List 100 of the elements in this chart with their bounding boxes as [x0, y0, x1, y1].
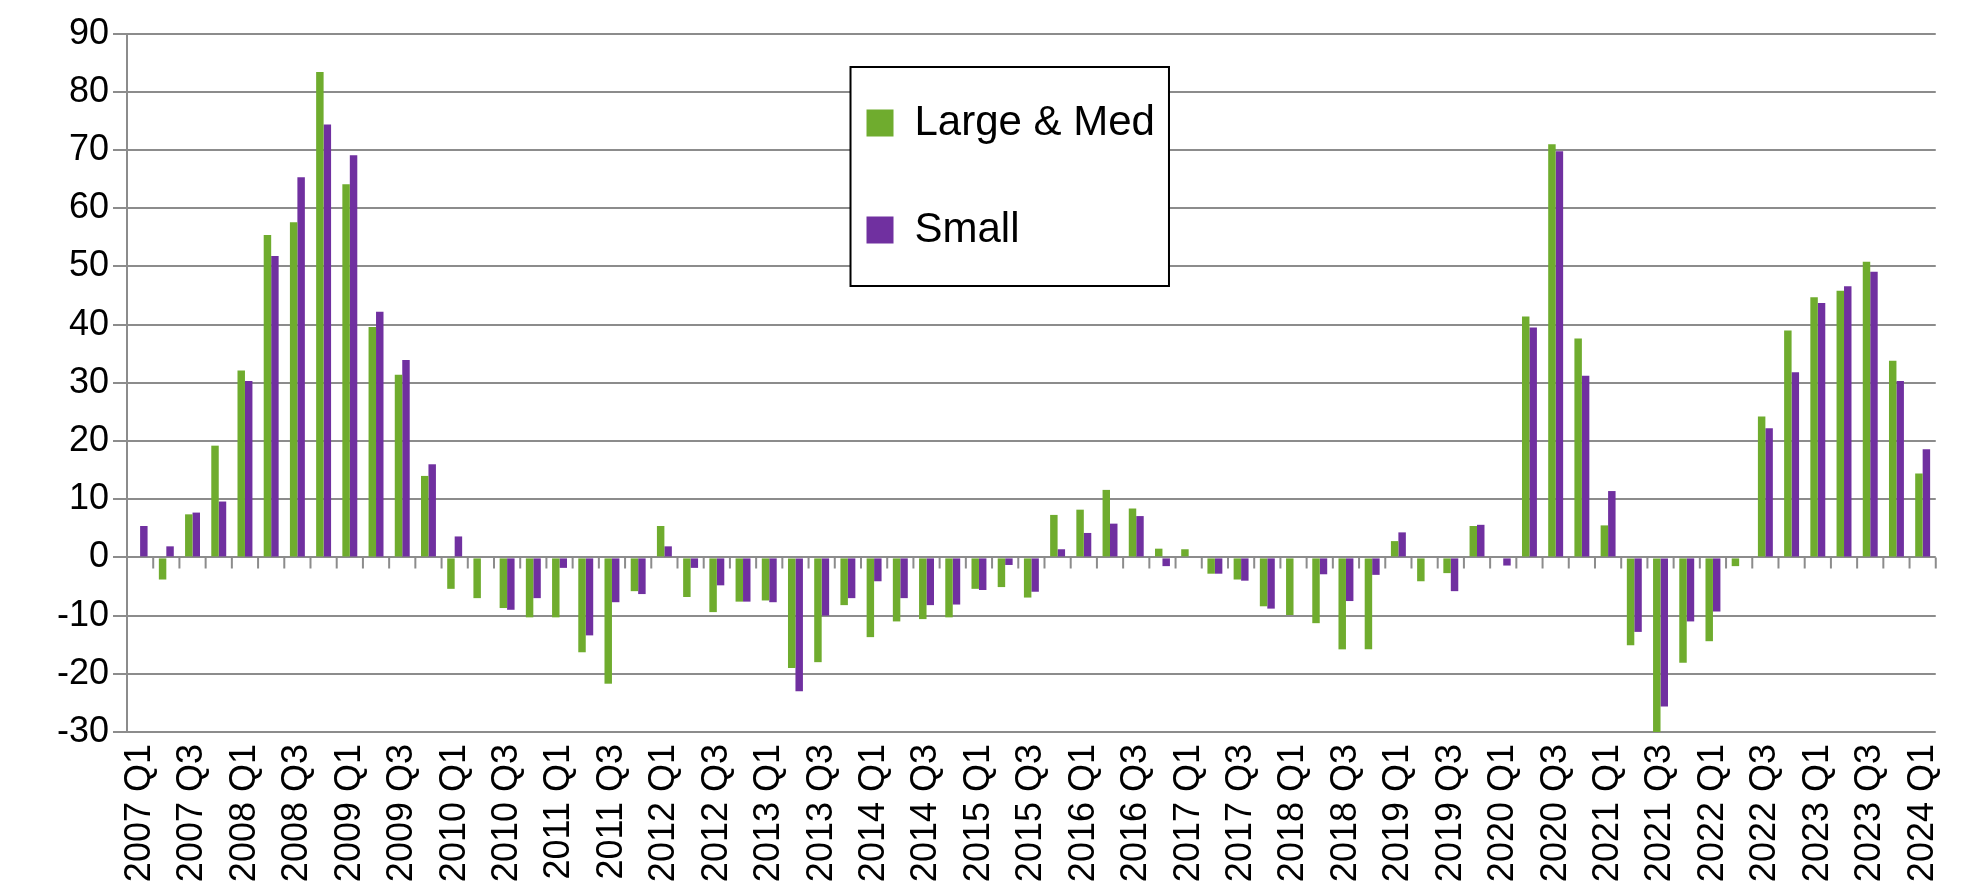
- x-tick-label: 2007 Q1: [117, 744, 159, 883]
- bar: [578, 558, 586, 653]
- bar: [709, 558, 717, 613]
- bar: [630, 558, 639, 592]
- bar: [1450, 558, 1459, 592]
- x-tick-label: 2011 Q1: [536, 744, 578, 880]
- bar: [1312, 558, 1320, 624]
- bar: [1417, 558, 1425, 582]
- bar: [447, 558, 455, 589]
- bar: [1241, 558, 1249, 581]
- bar: [952, 558, 961, 605]
- bar: [376, 311, 384, 557]
- y-tick-label: 80: [68, 68, 109, 110]
- x-tick-label: 2023 Q3: [1847, 744, 1889, 883]
- bar: [1162, 558, 1170, 567]
- bar: [342, 184, 350, 557]
- bar: [847, 558, 856, 599]
- bar: [611, 558, 620, 603]
- bar: [1398, 532, 1406, 557]
- bar: [1005, 558, 1013, 565]
- x-tick-label: 2015 Q3: [1008, 744, 1050, 883]
- bar: [402, 360, 410, 557]
- bar: [664, 546, 672, 557]
- bar: [1286, 558, 1294, 616]
- x-tick-label: 2018 Q3: [1322, 744, 1364, 883]
- x-tick-label: 2010 Q3: [484, 744, 526, 883]
- bar: [1319, 558, 1328, 575]
- bar: [166, 546, 174, 557]
- bar: [761, 558, 770, 601]
- bar: [874, 558, 882, 582]
- bar: [1136, 516, 1144, 557]
- bar: [795, 558, 803, 692]
- bar: [1469, 525, 1478, 557]
- bar: [323, 124, 332, 557]
- bar: [840, 558, 848, 606]
- bar: [919, 558, 927, 620]
- bar: [454, 536, 463, 557]
- x-tick-label: 2020 Q1: [1480, 744, 1522, 883]
- bar: [559, 558, 567, 568]
- bar: [690, 558, 699, 568]
- bar: [140, 525, 148, 557]
- bar: [499, 558, 508, 609]
- bar: [533, 558, 541, 599]
- bar: [656, 525, 665, 557]
- bar: [900, 558, 908, 599]
- x-tick-label: 2011 Q3: [588, 744, 630, 880]
- bar: [1031, 558, 1039, 592]
- bar: [1784, 330, 1792, 557]
- bar: [1529, 327, 1537, 557]
- bar: [1608, 491, 1616, 557]
- bar: [1057, 549, 1066, 557]
- y-tick-label: 0: [88, 534, 109, 576]
- bar: [349, 155, 358, 557]
- bar: [218, 501, 227, 557]
- bar: [1023, 558, 1032, 598]
- y-tick-label: 40: [68, 301, 109, 343]
- legend-label: Large & Med: [914, 96, 1155, 144]
- x-tick-label: 2017 Q3: [1218, 744, 1260, 883]
- bar: [1679, 558, 1687, 663]
- x-tick-label: 2016 Q1: [1060, 744, 1102, 883]
- x-tick-label: 2013 Q3: [798, 744, 840, 883]
- bar: [787, 558, 796, 668]
- bar: [473, 558, 481, 599]
- bar: [1083, 532, 1092, 557]
- bar: [192, 512, 201, 557]
- bar: [1338, 558, 1346, 650]
- bar: [263, 234, 272, 557]
- bar: [1862, 261, 1871, 557]
- bar: [1521, 316, 1530, 557]
- bar: [237, 370, 245, 557]
- bar: [1600, 525, 1609, 557]
- bar: [1214, 558, 1223, 574]
- bar: [1581, 375, 1590, 557]
- bar: [1390, 541, 1399, 557]
- x-tick-label: 2012 Q1: [641, 744, 683, 883]
- bar: [1626, 558, 1635, 646]
- bar: [1364, 558, 1373, 650]
- bar: [978, 558, 987, 590]
- bar: [1791, 372, 1800, 557]
- bar: [1128, 508, 1137, 557]
- bar: [185, 514, 193, 557]
- bar: [866, 558, 875, 638]
- bar: [683, 558, 691, 597]
- bar: [585, 558, 594, 636]
- y-tick-label: 70: [68, 126, 109, 168]
- x-tick-label: 2021 Q1: [1585, 744, 1627, 883]
- bar: [716, 558, 725, 586]
- bar: [997, 558, 1006, 588]
- x-tick-label: 2023 Q1: [1794, 744, 1836, 883]
- bar: [1555, 151, 1564, 557]
- bar: [1731, 558, 1740, 567]
- y-tick-label: -10: [56, 592, 109, 634]
- legend-label: Small: [914, 203, 1020, 251]
- bar: [420, 475, 429, 557]
- bar: [1870, 271, 1878, 557]
- bar: [1503, 558, 1511, 566]
- x-tick-label: 2019 Q3: [1427, 744, 1469, 883]
- bar: [507, 558, 515, 610]
- bar: [1110, 523, 1118, 557]
- bar: [892, 558, 901, 622]
